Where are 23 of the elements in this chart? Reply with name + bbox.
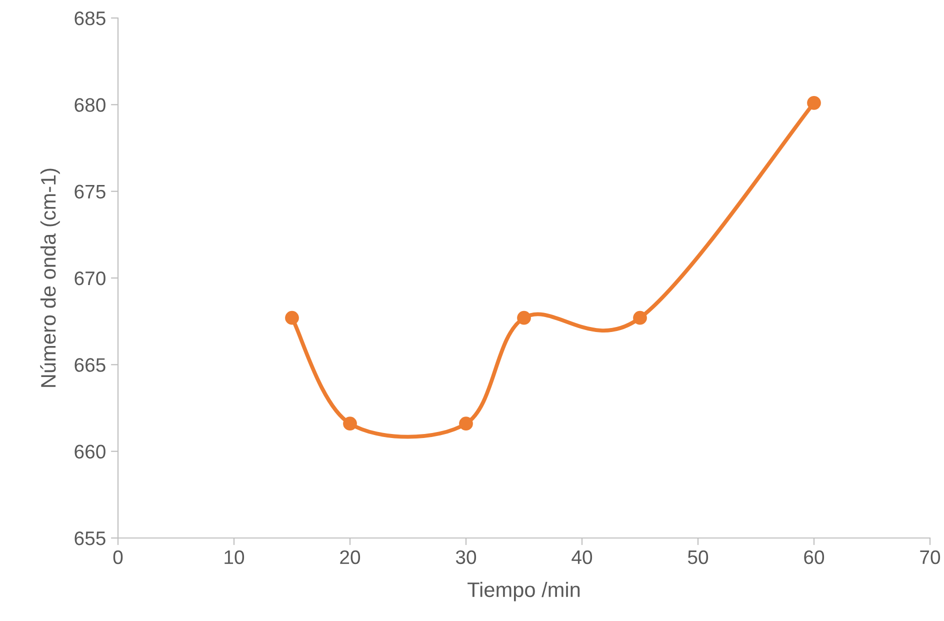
point [459,416,473,431]
x-tick-label: 20 [340,550,360,564]
x-tick-label: 50 [688,550,708,564]
x-tick-label: 0 [113,550,123,564]
point [517,310,531,325]
y-tick-label: 675 [74,184,106,199]
y-tick-label: 655 [74,531,106,546]
x-tick-label: 60 [804,550,824,564]
x-tick-label: 70 [920,550,940,564]
point [285,310,299,325]
y-axis-title: Número de onda (cm-1) [40,168,60,387]
y-tick-label: 665 [74,358,106,372]
x-axis-title: Tiempo /min [468,582,580,602]
point [343,416,357,431]
x-tick-label: 10 [224,550,244,564]
x-tick-label: 30 [456,550,476,564]
y-tick-label: 680 [74,98,106,112]
x-tick-label: 40 [572,550,592,564]
y-tick-label: 660 [74,444,106,459]
point [633,310,647,325]
y-tick-label: 670 [74,271,106,286]
point [807,96,821,110]
y-tick-label: 685 [74,11,106,26]
